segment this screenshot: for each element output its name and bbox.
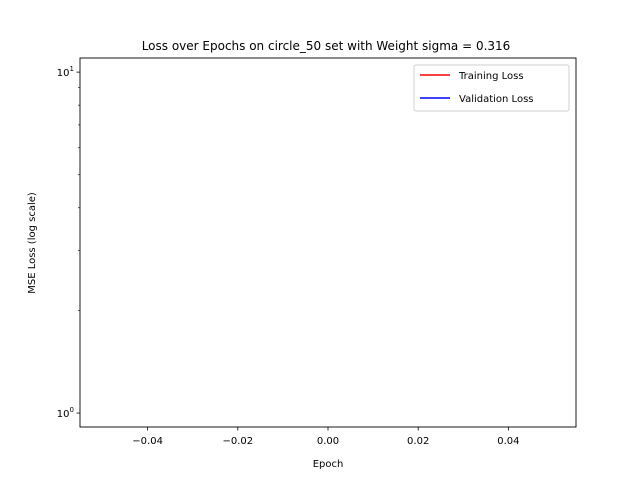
x-axis-ticks: −0.04 −0.02 0.00 0.02 0.04: [132, 427, 519, 447]
y-axis-ticks: 100 101: [57, 65, 80, 420]
y-tick-label: 100: [57, 406, 74, 420]
x-tick-label: 0.00: [317, 436, 339, 447]
plot-area: −0.04 −0.02 0.00 0.02 0.04 100 101: [57, 57, 577, 447]
legend-frame: [413, 64, 570, 112]
y-axis-label: MSE Loss (log scale): [27, 192, 38, 294]
x-tick-label: −0.02: [222, 436, 253, 447]
plot-frame: [79, 57, 577, 428]
plot-background: [80, 58, 576, 427]
chart-title: Loss over Epochs on circle_50 set with W…: [142, 39, 511, 53]
x-tick-label: 0.04: [497, 436, 519, 447]
x-axis-label: Epoch: [313, 459, 344, 470]
legend: Training Loss Validation Loss: [413, 64, 570, 112]
x-tick-label: 0.02: [407, 436, 429, 447]
legend-label: Training Loss: [458, 71, 524, 82]
x-tick-label: −0.04: [132, 436, 163, 447]
y-tick-label: 101: [57, 65, 74, 79]
legend-label: Validation Loss: [459, 94, 534, 105]
